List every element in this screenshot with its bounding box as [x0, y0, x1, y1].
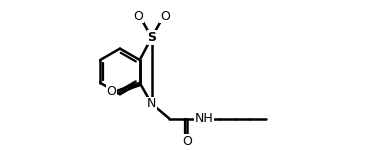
- Text: S: S: [147, 31, 156, 44]
- Text: N: N: [147, 97, 156, 110]
- Text: O: O: [106, 85, 116, 98]
- Text: O: O: [160, 10, 170, 23]
- Text: NH: NH: [194, 112, 213, 125]
- Text: O: O: [134, 10, 143, 23]
- Text: O: O: [182, 135, 192, 148]
